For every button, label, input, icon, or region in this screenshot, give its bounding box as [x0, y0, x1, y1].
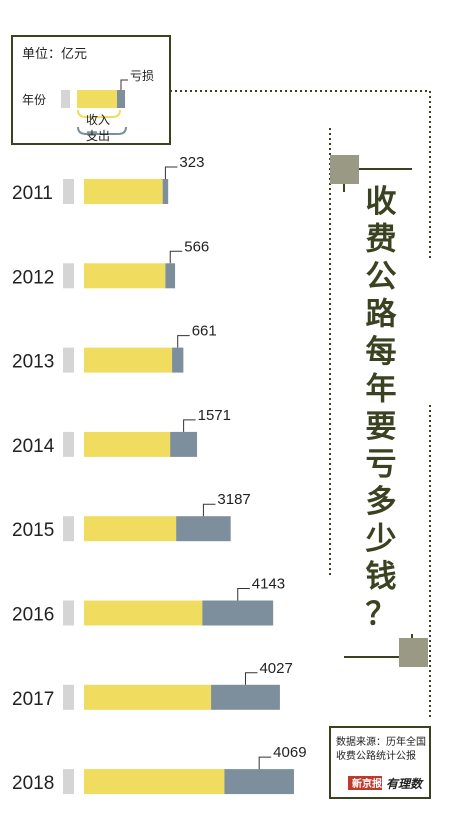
data-label: 1571 — [198, 407, 231, 424]
data-label-leader — [183, 419, 196, 432]
legend-loss-leader — [120, 79, 128, 90]
legend-income-brace — [77, 109, 121, 118]
loss-bar — [202, 600, 274, 626]
year-tab — [63, 516, 74, 542]
data-label-leader — [202, 503, 216, 517]
source-line-2: 收费公路统计公报 — [336, 749, 416, 762]
year-label: 2018 — [12, 773, 54, 794]
data-label: 3187 — [217, 491, 250, 508]
data-label: 566 — [184, 238, 209, 255]
income-bar — [84, 600, 203, 626]
income-bar — [84, 684, 212, 710]
title-char: 公 — [366, 259, 397, 295]
year-tab — [63, 263, 74, 289]
legend-income-label: 收入 — [86, 113, 110, 127]
dotted-frame-top — [170, 90, 431, 258]
year-label: 2011 — [12, 183, 53, 204]
legend-year-label: 年份 — [22, 93, 46, 107]
title-char: 费 — [366, 222, 397, 258]
data-label: 661 — [192, 323, 217, 340]
title-char: 每 — [366, 334, 397, 370]
legend-expense-label: 支出 — [86, 129, 110, 143]
legend-expense-brace — [77, 126, 127, 135]
income-bar — [84, 347, 173, 373]
title-accent-square-bottom — [399, 638, 428, 667]
loss-bar — [211, 684, 280, 710]
year-tab — [63, 600, 74, 626]
bar-row: 2017 4027 — [12, 660, 293, 710]
bar-row: 2011 323 — [12, 154, 204, 204]
title-char: 亏 — [366, 447, 397, 483]
decorative-frame — [170, 90, 431, 720]
bar-row: 2015 3187 — [12, 491, 251, 542]
legend-loss-swatch — [117, 90, 125, 108]
income-bar — [84, 516, 177, 542]
bar-row: 2016 4143 — [12, 576, 285, 626]
bar-row: 2018 4069 — [12, 744, 307, 795]
title-char: 少 — [366, 522, 397, 558]
income-bar — [84, 179, 163, 204]
year-tab — [63, 769, 74, 795]
year-label: 2016 — [12, 605, 54, 626]
title-char: 年 — [366, 372, 397, 408]
loss-bar — [170, 431, 198, 457]
legend-unit: 单位：亿元 — [22, 46, 87, 61]
data-label-leader — [244, 672, 258, 685]
year-label: 2017 — [12, 689, 54, 710]
loss-bar — [176, 516, 231, 542]
data-label-leader — [237, 588, 250, 601]
bar-row: 2012 566 — [12, 238, 209, 289]
year-tab — [63, 347, 74, 373]
data-label-leader — [169, 250, 183, 264]
title-char: 要 — [366, 409, 397, 445]
data-label: 323 — [179, 154, 204, 171]
data-label: 4027 — [259, 660, 292, 677]
loss-bar — [162, 179, 169, 204]
bar-row: 2014 1571 — [12, 407, 231, 457]
title-char: 钱 — [366, 559, 397, 595]
year-label: 2015 — [12, 520, 54, 541]
title-char: 收 — [366, 184, 397, 220]
brand-logo: 新京报 — [352, 777, 382, 790]
data-label: 4069 — [273, 744, 306, 761]
bar-chart: 2011323201256620136612014157120153187201… — [12, 154, 307, 795]
brand-logo-box — [348, 776, 382, 790]
loss-bar — [172, 347, 184, 373]
income-bar — [84, 263, 166, 289]
income-bar — [84, 431, 171, 457]
data-label-leader — [177, 335, 190, 348]
income-bar — [84, 769, 225, 795]
data-label-leader — [258, 756, 272, 770]
title-char: 多 — [366, 484, 397, 520]
year-tab — [63, 431, 74, 457]
source-line-1: 数据来源：历年全国 — [336, 735, 426, 748]
source-box: 数据来源：历年全国 收费公路统计公报 新京报 有理数 — [329, 726, 431, 799]
loss-bar — [165, 263, 176, 289]
source-frame — [329, 726, 431, 799]
loss-bar — [224, 769, 294, 795]
year-label: 2012 — [12, 267, 54, 288]
legend-loss-label: 亏损 — [130, 69, 154, 83]
title-char: 路 — [366, 297, 398, 333]
year-tab — [63, 684, 74, 710]
legend: 单位：亿元 年份 亏损 收入 支出 — [11, 35, 171, 145]
title-char: ？ — [366, 597, 397, 633]
year-label: 2014 — [12, 436, 55, 457]
legend-income-swatch — [77, 90, 117, 108]
brand-column: 有理数 — [386, 777, 424, 791]
data-label-leader — [164, 166, 178, 179]
data-label: 4143 — [252, 576, 285, 593]
title-accent-square-top — [330, 155, 359, 184]
legend-year-tab — [61, 90, 70, 108]
year-label: 2013 — [12, 352, 54, 373]
bar-row: 2013 661 — [12, 323, 217, 373]
year-tab — [63, 179, 74, 204]
